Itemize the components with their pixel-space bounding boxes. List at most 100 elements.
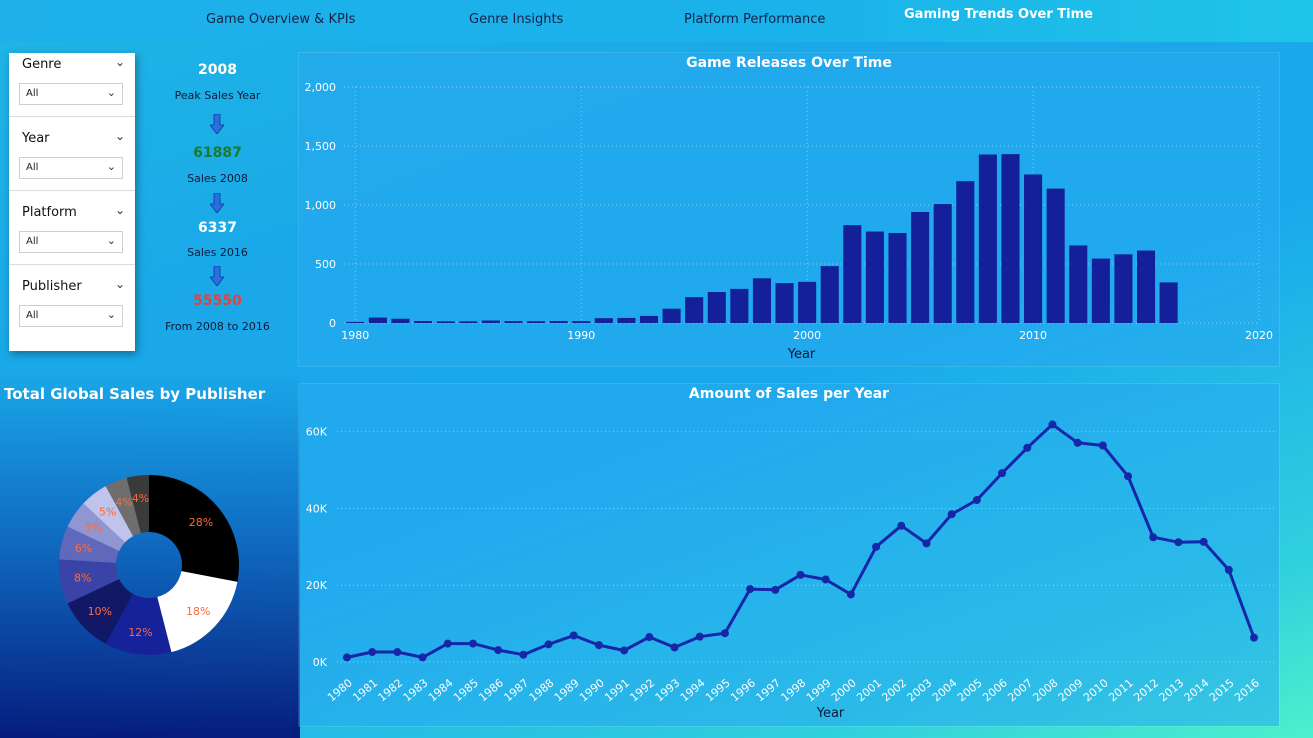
bar xyxy=(1159,282,1178,323)
filter-panel: Genre ⌄ All ⌄ Year ⌄ All ⌄ Platform ⌄ Al… xyxy=(9,53,135,351)
donut-slice xyxy=(126,475,149,534)
donut-slice xyxy=(105,593,172,655)
x-tick-label: 1999 xyxy=(804,676,834,704)
data-point xyxy=(645,633,654,642)
data-point xyxy=(569,631,578,640)
y-tick-label: 500 xyxy=(315,258,336,271)
arrow-down-icon xyxy=(210,266,224,286)
data-point xyxy=(393,648,402,657)
x-tick-label: 2016 xyxy=(1232,676,1262,704)
x-axis-label: Year xyxy=(816,706,845,721)
slice-label: 8% xyxy=(74,572,91,585)
sales-per-year-chart: 0K20K40K60K19801981198219831984198519861… xyxy=(306,420,1274,721)
donut-slice xyxy=(59,526,120,563)
data-point xyxy=(519,650,528,659)
data-point xyxy=(1224,565,1233,574)
chevron-down-icon[interactable]: ⌄ xyxy=(106,234,116,247)
x-tick-label: 2013 xyxy=(1157,676,1187,704)
slicer-title: Platform xyxy=(22,205,77,220)
chevron-down-icon[interactable]: ⌄ xyxy=(106,160,116,173)
data-point xyxy=(998,469,1007,478)
x-tick-label: 2002 xyxy=(879,676,909,704)
bar xyxy=(391,318,410,323)
bar xyxy=(730,288,749,323)
data-point xyxy=(1023,443,1032,452)
slice-label: 4% xyxy=(132,492,149,505)
slicer-platform: Platform ⌄ All ⌄ xyxy=(9,201,135,261)
x-tick-label: 2012 xyxy=(1131,676,1161,704)
data-point xyxy=(746,585,755,594)
bar xyxy=(1114,254,1133,323)
slice-label: 4% xyxy=(115,496,132,509)
bar xyxy=(1069,245,1088,323)
publisher-sales-donut: 28%18%12%10%8%6%5%5%4%4% xyxy=(58,475,239,655)
tab-genre-insights[interactable]: Genre Insights xyxy=(469,12,564,27)
bar xyxy=(798,281,817,323)
bar xyxy=(594,318,613,323)
x-tick-label: 2005 xyxy=(955,676,985,704)
tab-platform-performance[interactable]: Platform Performance xyxy=(684,12,826,27)
publisher-sales-title: Total Global Sales by Publisher xyxy=(4,385,266,403)
bar xyxy=(1024,174,1043,323)
x-tick-label: 1990 xyxy=(567,329,595,342)
bar xyxy=(707,291,726,323)
chevron-down-icon[interactable]: ⌄ xyxy=(106,86,116,99)
data-point xyxy=(594,641,603,650)
data-point xyxy=(846,590,855,599)
x-tick-label: 1989 xyxy=(552,676,582,704)
chevron-down-icon[interactable]: ⌄ xyxy=(114,129,125,143)
platform-dropdown[interactable]: All ⌄ xyxy=(19,231,123,253)
slicer-title: Publisher xyxy=(22,279,82,294)
chevron-down-icon[interactable]: ⌄ xyxy=(106,308,116,321)
bar xyxy=(481,320,500,323)
x-tick-label: 2015 xyxy=(1207,676,1237,704)
peak-year-label: Peak Sales Year xyxy=(174,89,261,102)
x-tick-label: 1991 xyxy=(602,676,632,704)
publisher-dropdown[interactable]: All ⌄ xyxy=(19,305,123,327)
chevron-down-icon[interactable]: ⌄ xyxy=(114,55,125,69)
data-point xyxy=(1149,533,1158,542)
y-tick-label: 0K xyxy=(313,656,328,669)
data-point xyxy=(897,521,906,530)
data-point xyxy=(670,643,679,652)
data-point xyxy=(368,648,377,657)
x-tick-label: 2014 xyxy=(1182,676,1212,704)
donut-slice xyxy=(149,475,239,582)
divider xyxy=(9,264,135,265)
sales-2016-label: Sales 2016 xyxy=(187,246,248,259)
x-tick-label: 1985 xyxy=(451,676,481,704)
slicer-title: Year xyxy=(22,131,50,146)
tab-game-overview[interactable]: Game Overview & KPIs xyxy=(206,12,356,27)
x-tick-label: 2001 xyxy=(854,676,884,704)
bar xyxy=(911,211,930,323)
chevron-down-icon[interactable]: ⌄ xyxy=(114,203,125,217)
bar xyxy=(820,266,839,323)
slice-label: 10% xyxy=(88,605,112,618)
slicer-year: Year ⌄ All ⌄ xyxy=(9,127,135,187)
year-dropdown[interactable]: All ⌄ xyxy=(19,157,123,179)
peak-year-value: 2008 xyxy=(198,62,237,78)
arrow-down-icon xyxy=(210,114,224,134)
data-point xyxy=(544,640,553,649)
data-point xyxy=(796,570,805,579)
data-point xyxy=(418,653,427,662)
divider xyxy=(9,190,135,191)
x-tick-label: 1994 xyxy=(678,676,708,704)
bar xyxy=(933,204,952,323)
x-tick-label: 2004 xyxy=(930,676,960,704)
tab-gaming-trends[interactable]: Gaming Trends Over Time xyxy=(904,7,1093,22)
genre-dropdown[interactable]: All ⌄ xyxy=(19,83,123,105)
chevron-down-icon[interactable]: ⌄ xyxy=(114,277,125,291)
data-point xyxy=(922,539,931,548)
change-value: 55550 xyxy=(193,293,242,309)
bar xyxy=(414,320,433,323)
bar xyxy=(572,321,591,323)
game-releases-chart: 0 500 1,000 1,500 2,000 1980 1990 2000 2010 2020 Y… xyxy=(305,81,1274,362)
sales-per-year-title: Amount of Sales per Year xyxy=(688,386,890,402)
dropdown-value: All xyxy=(26,236,39,247)
data-point xyxy=(947,510,956,519)
data-point xyxy=(620,646,629,655)
slice-label: 28% xyxy=(189,516,213,529)
x-tick-label: 2011 xyxy=(1106,676,1136,704)
data-point xyxy=(468,639,477,648)
